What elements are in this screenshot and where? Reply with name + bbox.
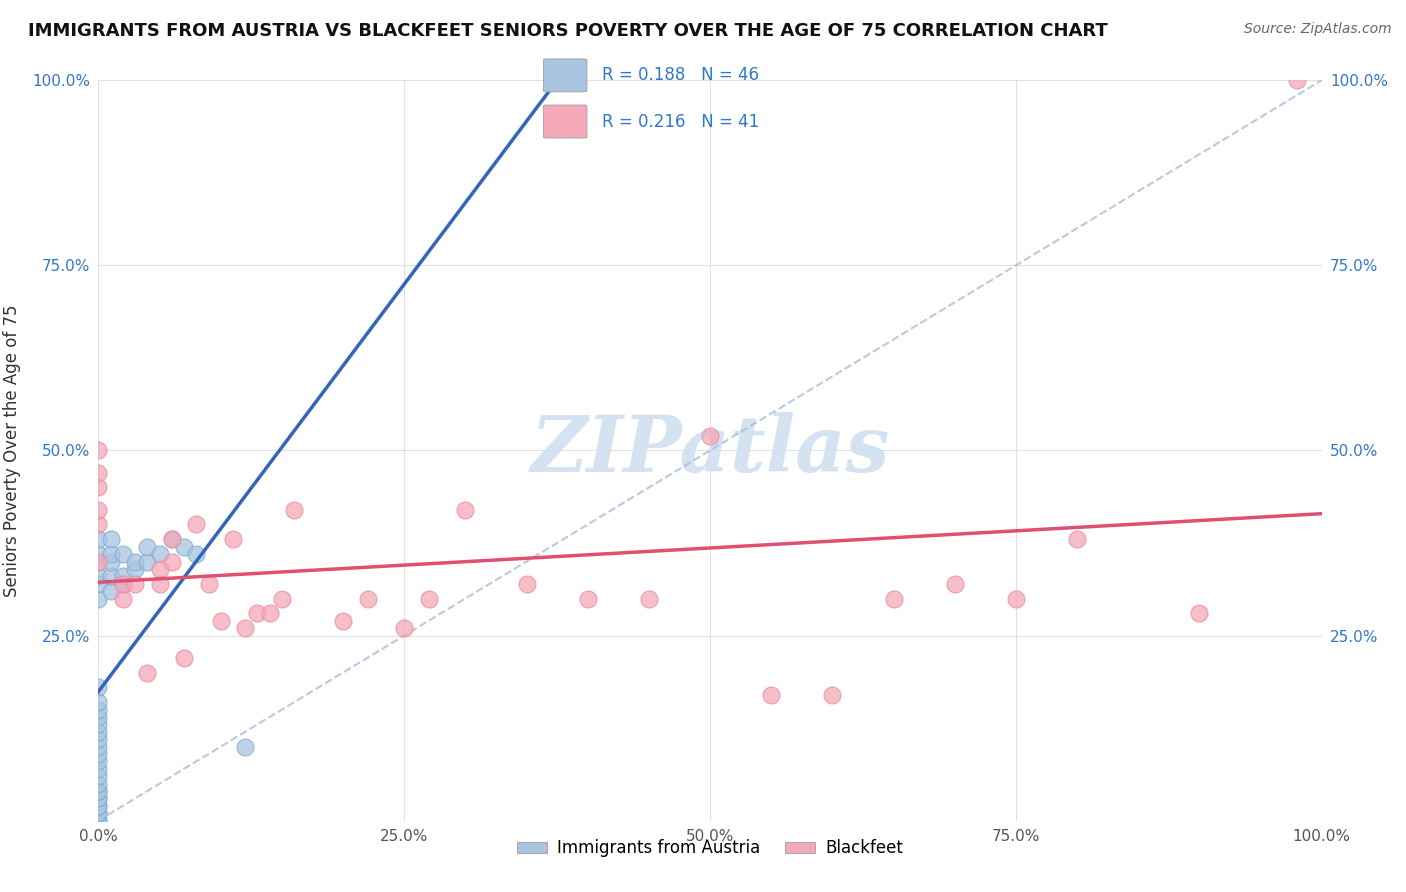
Point — [87, 798, 110, 813]
Point — [576, 591, 599, 606]
Point — [418, 591, 440, 606]
Point — [136, 555, 159, 569]
Point — [124, 555, 146, 569]
Point — [160, 533, 183, 547]
Point — [87, 732, 110, 747]
Point — [173, 650, 195, 665]
Point — [160, 555, 183, 569]
Point — [87, 814, 110, 828]
Point — [1066, 533, 1088, 547]
Text: IMMIGRANTS FROM AUSTRIA VS BLACKFEET SENIORS POVERTY OVER THE AGE OF 75 CORRELAT: IMMIGRANTS FROM AUSTRIA VS BLACKFEET SEN… — [28, 22, 1108, 40]
Point — [259, 607, 281, 621]
Point — [87, 806, 110, 821]
Point — [87, 755, 110, 769]
FancyBboxPatch shape — [544, 59, 586, 92]
Point — [246, 607, 269, 621]
Point — [100, 584, 122, 599]
Point — [87, 784, 110, 798]
Point — [149, 576, 172, 591]
Point — [943, 576, 966, 591]
Point — [87, 547, 110, 561]
Point — [136, 540, 159, 554]
Point — [87, 806, 110, 821]
Point — [87, 739, 110, 754]
Point — [186, 517, 208, 532]
Point — [87, 717, 110, 731]
Point — [1004, 591, 1026, 606]
Point — [233, 739, 256, 754]
Point — [87, 517, 110, 532]
Point — [222, 533, 245, 547]
Point — [100, 533, 122, 547]
Point — [87, 502, 110, 516]
Point — [87, 769, 110, 783]
Point — [87, 533, 110, 547]
Point — [1286, 73, 1309, 87]
Point — [332, 614, 354, 628]
Point — [87, 724, 110, 739]
Point — [1188, 607, 1211, 621]
Point — [761, 688, 783, 702]
Point — [87, 443, 110, 458]
Point — [270, 591, 294, 606]
Point — [111, 547, 134, 561]
Point — [87, 555, 110, 569]
Point — [87, 784, 110, 798]
Point — [87, 776, 110, 791]
Point — [149, 562, 172, 576]
Point — [233, 621, 256, 635]
Point — [283, 502, 305, 516]
Point — [87, 466, 110, 480]
Point — [186, 547, 208, 561]
Legend: Immigrants from Austria, Blackfeet: Immigrants from Austria, Blackfeet — [510, 833, 910, 864]
Point — [821, 688, 844, 702]
Point — [87, 791, 110, 805]
Point — [100, 555, 122, 569]
Point — [87, 798, 110, 813]
Point — [111, 576, 134, 591]
Text: R = 0.188   N = 46: R = 0.188 N = 46 — [602, 66, 759, 85]
Point — [87, 555, 110, 569]
Point — [392, 621, 416, 635]
Point — [87, 569, 110, 583]
Point — [454, 502, 477, 516]
Text: R = 0.216   N = 41: R = 0.216 N = 41 — [602, 112, 759, 130]
Point — [209, 614, 232, 628]
Point — [149, 547, 172, 561]
Point — [87, 747, 110, 761]
Point — [87, 576, 110, 591]
Point — [111, 591, 134, 606]
Point — [87, 480, 110, 494]
Point — [87, 591, 110, 606]
Point — [87, 710, 110, 724]
Point — [111, 569, 134, 583]
Point — [100, 569, 122, 583]
Point — [515, 576, 537, 591]
Point — [197, 576, 219, 591]
Point — [87, 681, 110, 695]
Point — [637, 591, 661, 606]
Text: ZIPatlas: ZIPatlas — [530, 412, 890, 489]
Point — [87, 762, 110, 776]
Point — [124, 562, 146, 576]
Text: Source: ZipAtlas.com: Source: ZipAtlas.com — [1244, 22, 1392, 37]
Point — [883, 591, 905, 606]
Point — [87, 814, 110, 828]
Point — [111, 576, 134, 591]
FancyBboxPatch shape — [544, 105, 586, 138]
Y-axis label: Seniors Poverty Over the Age of 75: Seniors Poverty Over the Age of 75 — [3, 304, 21, 597]
Point — [87, 703, 110, 717]
Point — [87, 791, 110, 805]
Point — [136, 665, 159, 680]
Point — [124, 576, 146, 591]
Point — [100, 547, 122, 561]
Point — [356, 591, 378, 606]
Point — [699, 428, 721, 442]
Point — [87, 695, 110, 709]
Point — [173, 540, 195, 554]
Point — [160, 533, 183, 547]
